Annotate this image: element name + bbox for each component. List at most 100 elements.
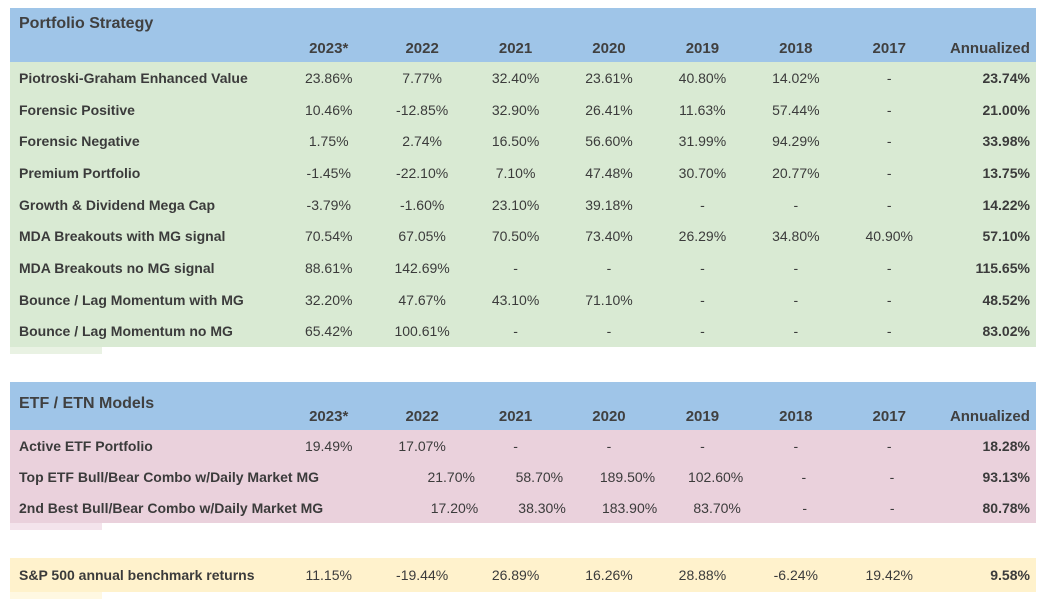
- cell-value: 26.29%: [678, 228, 727, 245]
- etf-etn-models-body: Active ETF Portfolio 19.49% 17.07% - - - - -18.…: [10, 430, 1036, 523]
- annualized-value: 83.02%: [982, 323, 1030, 340]
- cell-value: 70.54%: [304, 228, 353, 245]
- cell-value: 94.29%: [772, 133, 820, 150]
- cell-value: -: [606, 259, 612, 276]
- cell-value: 39.18%: [585, 196, 633, 213]
- column-header-2017: 2017: [872, 39, 906, 57]
- cell-value: 47.48%: [585, 164, 633, 181]
- cell-value: 30.70%: [678, 164, 727, 181]
- row-label: Top ETF Bull/Bear Combo w/Daily Market M…: [19, 468, 319, 485]
- cell-value: 56.60%: [585, 133, 633, 150]
- cell-value: -: [886, 291, 892, 308]
- annualized-value: 48.52%: [982, 291, 1030, 308]
- cell-value: -: [793, 291, 799, 308]
- cell-value: 73.40%: [585, 228, 633, 245]
- cell-value: -: [886, 196, 892, 213]
- cell-value: 1.75%: [308, 133, 349, 150]
- cell-value: -: [801, 468, 807, 485]
- cell-value: -1.60%: [399, 196, 445, 213]
- table-row: Forensic Negative 1.75% 2.74% 16.50% 56.60% 3…: [10, 125, 1036, 157]
- cell-value: 71.10%: [585, 291, 633, 308]
- table-footer-strip: [10, 592, 102, 599]
- cell-value: 67.05%: [398, 228, 446, 245]
- portfolio-strategy-body: Piotroski-Graham Enhanced Value 23.86% 7.7…: [10, 62, 1036, 348]
- cell-value: 102.60%: [687, 468, 744, 485]
- cell-value: -: [606, 323, 612, 340]
- column-header-2023: 2023*: [309, 407, 349, 425]
- cell-value: -: [886, 164, 892, 181]
- column-header-2023: 2023*: [309, 39, 349, 57]
- cell-value: -: [802, 499, 808, 516]
- cell-value: 100.61%: [394, 323, 450, 340]
- cell-value: -: [513, 259, 518, 276]
- table-row: Growth & Dividend Mega Cap -3.79% -1.60% 23…: [10, 189, 1036, 221]
- cell-value: 189.50%: [599, 468, 656, 485]
- cell-value: 70.50%: [491, 228, 540, 245]
- row-label: 2nd Best Bull/Bear Combo w/Daily Market …: [19, 499, 324, 516]
- cell-value: -: [793, 259, 799, 276]
- portfolio-strategy-header: Portfolio Strategy 2023* 2022 2021 2020 2019…: [10, 8, 1036, 62]
- column-header-2018: 2018: [779, 39, 813, 57]
- cell-value: 34.80%: [772, 228, 820, 245]
- table-row: 2nd Best Bull/Bear Combo w/Daily Market …: [10, 492, 1036, 523]
- column-header-annualized: Annualized: [949, 39, 1030, 57]
- column-header-2020: 2020: [592, 407, 626, 425]
- annualized-value: 9.58%: [990, 567, 1030, 583]
- column-header-2020: 2020: [592, 39, 626, 57]
- cell-value: 32.20%: [304, 291, 353, 308]
- cell-value: -3.79%: [306, 196, 351, 213]
- column-header-2021: 2021: [498, 407, 533, 425]
- cell-value: -: [700, 437, 705, 454]
- cell-value: -22.10%: [396, 164, 449, 181]
- cell-value: 19.49%: [304, 437, 353, 454]
- cell-value: 38.30%: [518, 499, 566, 516]
- cell-value: -: [700, 291, 705, 308]
- annualized-value: 13.75%: [982, 164, 1030, 181]
- cell-value: 16.50%: [491, 133, 540, 150]
- cell-value: 28.88%: [678, 567, 727, 583]
- annualized-value: 18.28%: [982, 437, 1030, 454]
- table-row: Piotroski-Graham Enhanced Value 23.86% 7.7…: [10, 62, 1036, 94]
- etf-etn-models-header: ETF / ETN Models 2023* 2022 2021 2020 2019 20…: [10, 382, 1036, 430]
- column-header-annualized: Annualized: [949, 407, 1030, 425]
- annualized-value: 80.78%: [982, 499, 1030, 516]
- cell-value: -1.45%: [306, 164, 351, 181]
- cell-value: -: [793, 323, 799, 340]
- column-headers-row: 2023* 2022 2021 2020 2019 2018 2017 Annualized: [10, 34, 1036, 62]
- cell-value: -: [700, 196, 705, 213]
- cell-value: 40.80%: [678, 69, 727, 86]
- cell-value: -: [889, 499, 895, 516]
- table-row: Bounce / Lag Momentum no MG 65.42% 100.61%…: [10, 316, 1036, 348]
- cell-value: -: [513, 437, 518, 454]
- sp500-benchmark-body: S&P 500 annual benchmark returns 11.15% -1…: [10, 558, 1036, 592]
- cell-value: 14.02%: [772, 69, 820, 86]
- row-label: Piotroski-Graham Enhanced Value: [19, 69, 248, 86]
- cell-value: 23.10%: [491, 196, 540, 213]
- cell-value: -: [886, 437, 892, 454]
- row-label: Growth & Dividend Mega Cap: [19, 196, 216, 213]
- table-row: Forensic Positive 10.46% -12.85% 32.90% 26.4…: [10, 94, 1036, 126]
- sp500-benchmark-table: S&P 500 annual benchmark returns 11.15% -1…: [10, 558, 1036, 599]
- table-title: Portfolio Strategy: [19, 15, 154, 32]
- row-label: Bounce / Lag Momentum no MG: [19, 323, 233, 340]
- annualized-value: 14.22%: [982, 196, 1030, 213]
- cell-value: 7.10%: [495, 164, 536, 181]
- cell-value: -12.85%: [396, 101, 449, 118]
- cell-value: 26.41%: [585, 101, 633, 118]
- cell-value: 7.77%: [402, 69, 442, 86]
- cell-value: 23.61%: [585, 69, 633, 86]
- row-label: S&P 500 annual benchmark returns: [19, 567, 255, 583]
- cell-value: 2.74%: [402, 133, 442, 150]
- cell-value: 47.67%: [398, 291, 446, 308]
- cell-value: -: [886, 323, 892, 340]
- column-header-2018: 2018: [779, 407, 813, 425]
- cell-value: 88.61%: [304, 259, 353, 276]
- column-header-2019: 2019: [685, 39, 720, 57]
- cell-value: 17.07%: [398, 437, 446, 454]
- cell-value: -: [886, 259, 892, 276]
- annualized-value: 57.10%: [982, 228, 1030, 245]
- cell-value: 11.63%: [679, 101, 726, 118]
- table-row: Premium Portfolio -1.45% -22.10% 7.10% 47.48…: [10, 157, 1036, 189]
- cell-value: 16.26%: [585, 567, 633, 583]
